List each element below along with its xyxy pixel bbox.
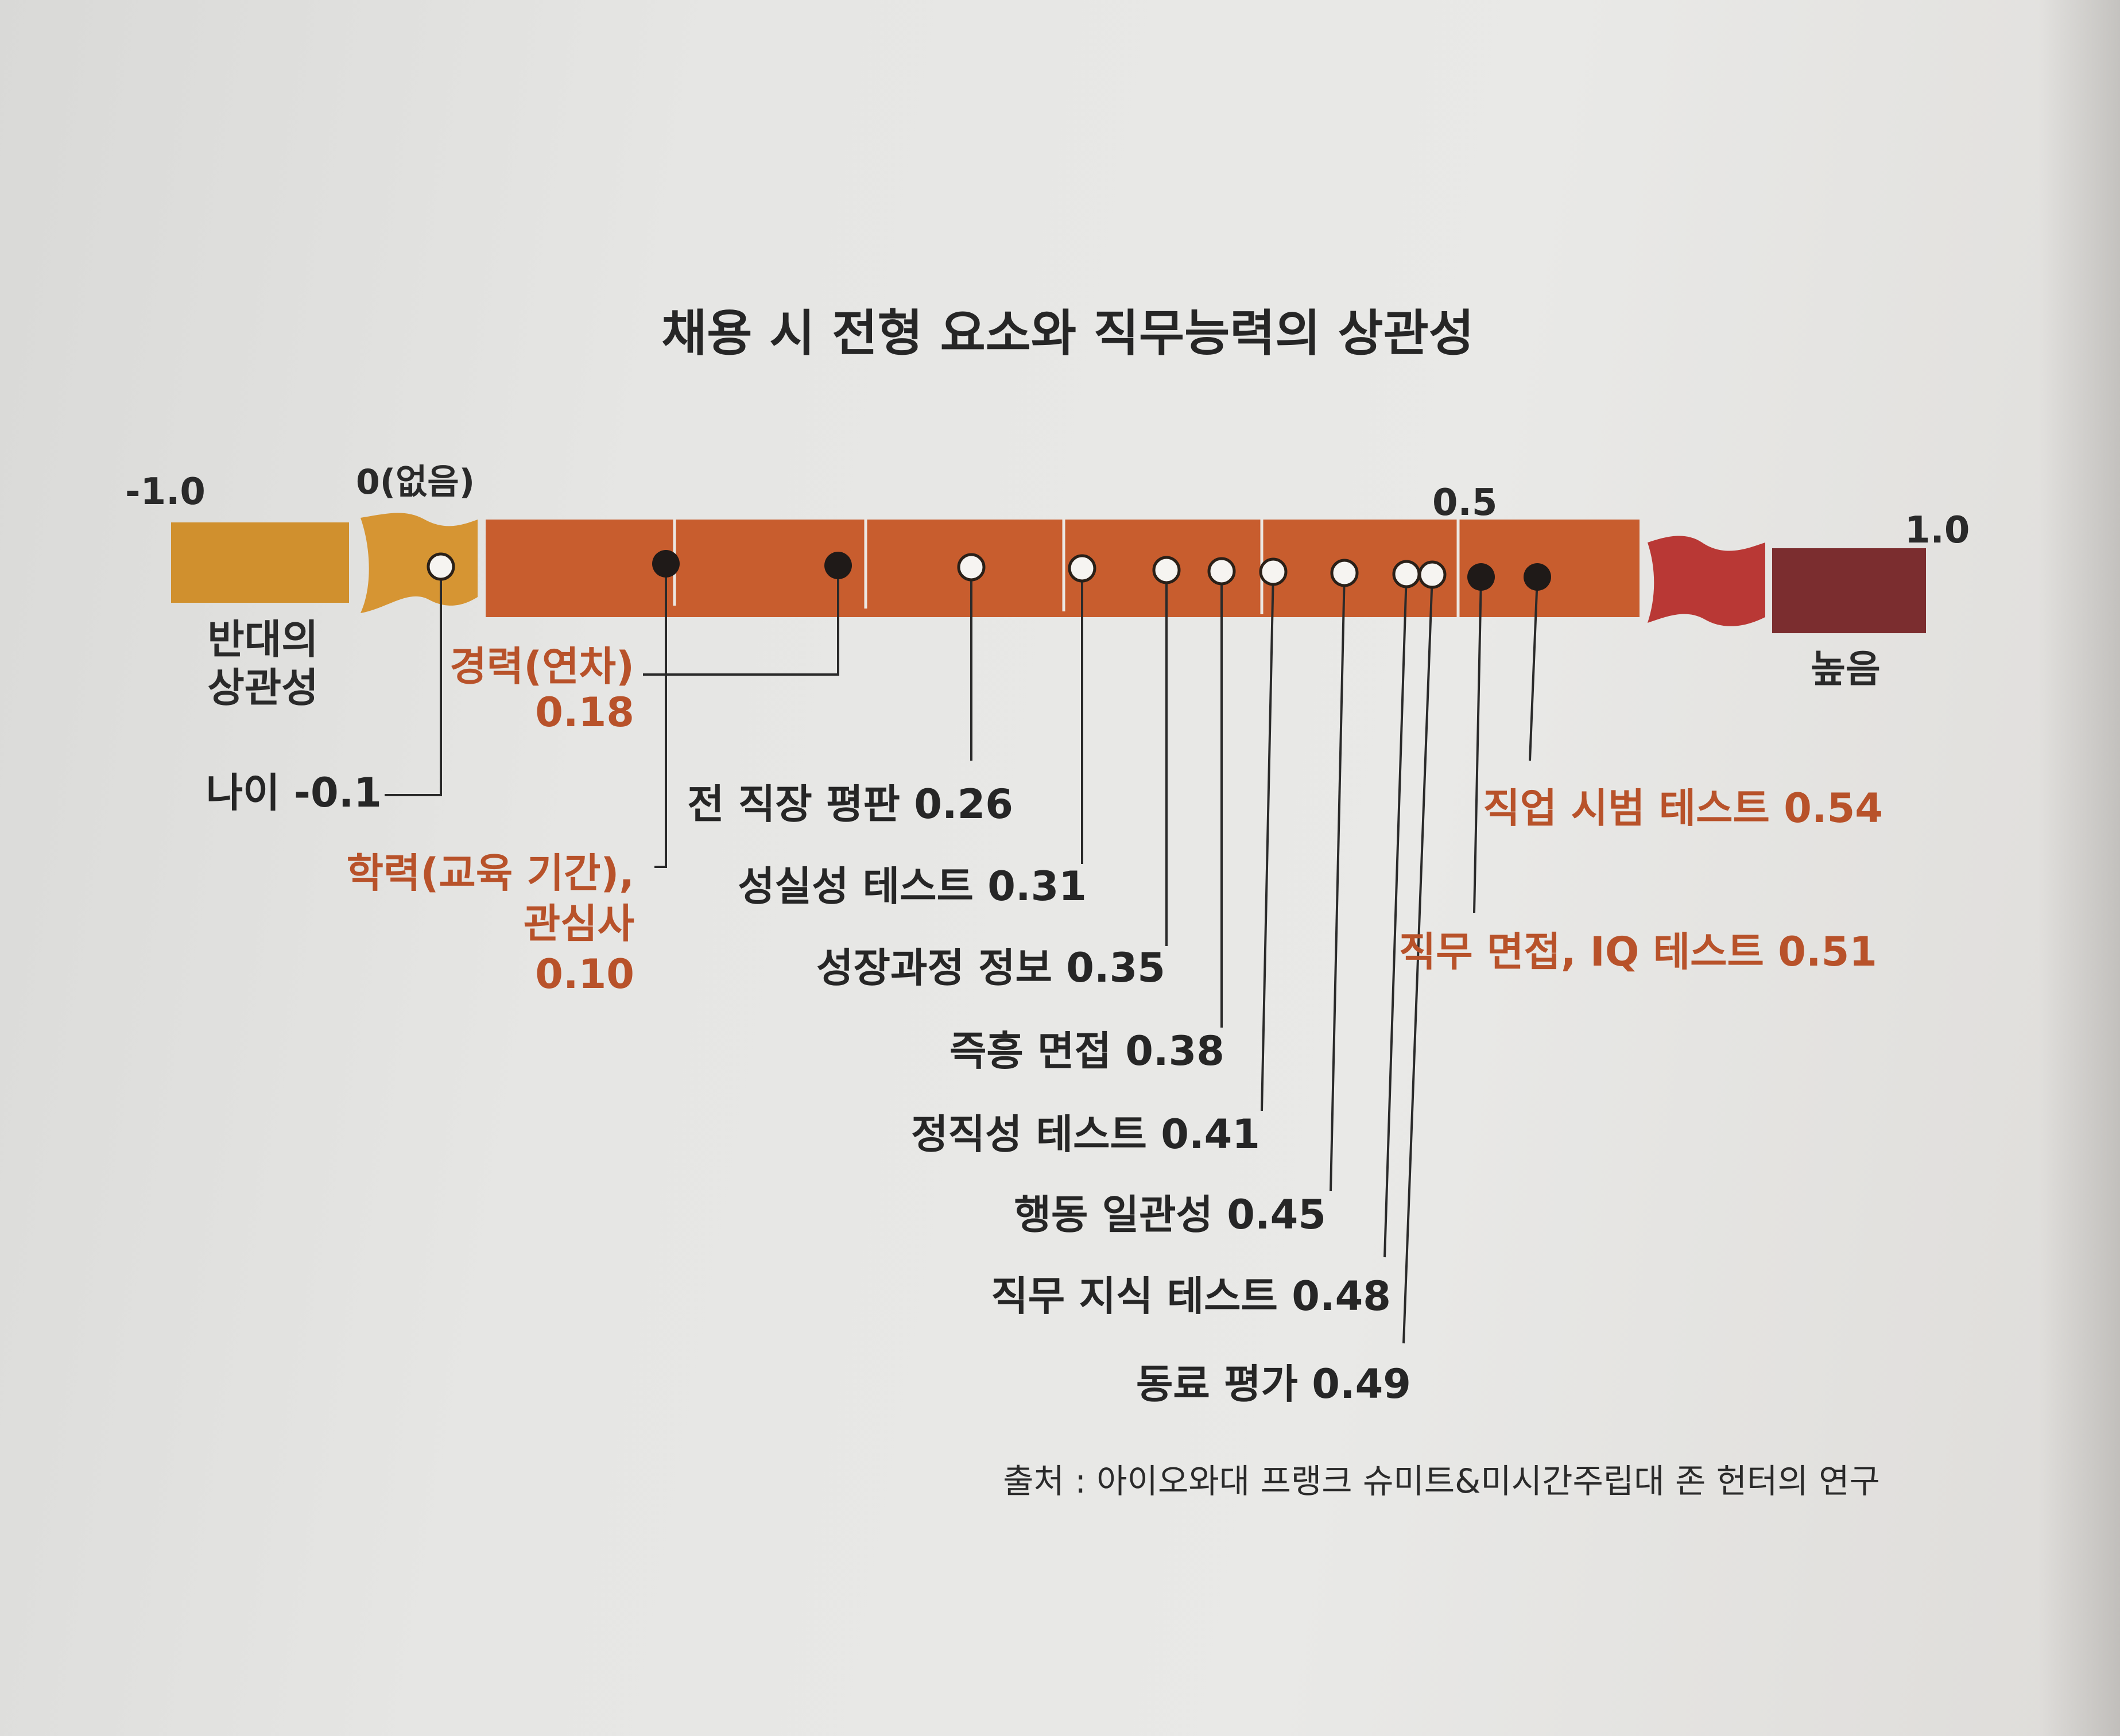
leader-line [1261,571,1274,1111]
tick-label-zero: 0(없음) [356,462,475,502]
data-point [1152,556,1181,584]
leader-line [385,567,442,796]
axis-low-label: 반대의 [207,616,318,663]
data-point [824,552,852,579]
leader-line [1529,576,1538,761]
data-label: 관심사 [524,900,634,947]
leader-line [1473,576,1482,913]
data-markers [427,550,1551,591]
data-label: 학력(교육 기간), [347,850,634,897]
page-edge-shadow [2038,0,2120,1736]
data-label: 전 직장 평판 0.26 [687,781,1013,828]
data-label: 동료 평가 0.49 [1136,1361,1411,1408]
axis-high-label: 높음 [1811,647,1880,691]
bar-segment-negative [171,522,349,603]
leader-line [1402,574,1433,1344]
data-label: 성실성 테스트 0.31 [738,863,1087,910]
data-point [1207,557,1236,586]
data-label: 성장과정 정보 0.35 [816,944,1165,991]
data-point [652,550,680,578]
axis-low-label: 상관성 [207,664,318,711]
chart-title: 채용 시 전형 요소와 직무능력의 상관성 [661,305,1474,362]
bar-segment-zero-break [361,513,478,613]
data-label: 나이 -0.1 [206,769,382,816]
leader-line [654,564,667,868]
data-label: 직무 지식 테스트 0.48 [991,1273,1391,1320]
data-point [957,553,986,582]
data-label: 정직성 테스트 0.41 [911,1111,1260,1158]
data-point [1418,560,1447,589]
data-point [1524,563,1551,591]
leader-line [643,565,839,676]
data-label: 직업 시범 테스트 0.54 [1483,785,1883,832]
tick-label-minus-1: -1.0 [125,471,206,513]
data-label: 0.10 [535,951,634,998]
data-label: 0.18 [535,689,634,736]
data-point [427,552,455,581]
data-label: 직무 면접, IQ 테스트 0.51 [1399,928,1877,975]
source-note: 출처 : 아이오와대 프랭크 슈미트&미시간주립대 존 헌터의 연구 [1003,1462,1880,1501]
data-point [1259,557,1288,586]
data-label: 경력(연차) [449,643,634,690]
data-point [1467,563,1495,591]
leader-line [1383,574,1408,1258]
bar-segment-high [1772,548,1926,633]
data-label: 즉흥 면접 0.38 [949,1028,1224,1075]
bar-segment-high-break [1648,536,1765,626]
data-point [1392,560,1421,588]
tick-label-one: 1.0 [1905,509,1970,552]
tick-label-half: 0.5 [1432,482,1497,524]
data-point [1330,559,1359,587]
data-label: 행동 일관성 0.45 [1014,1191,1326,1238]
leader-lines [385,564,1538,1344]
leader-line [1330,572,1346,1192]
data-point [1068,554,1096,583]
